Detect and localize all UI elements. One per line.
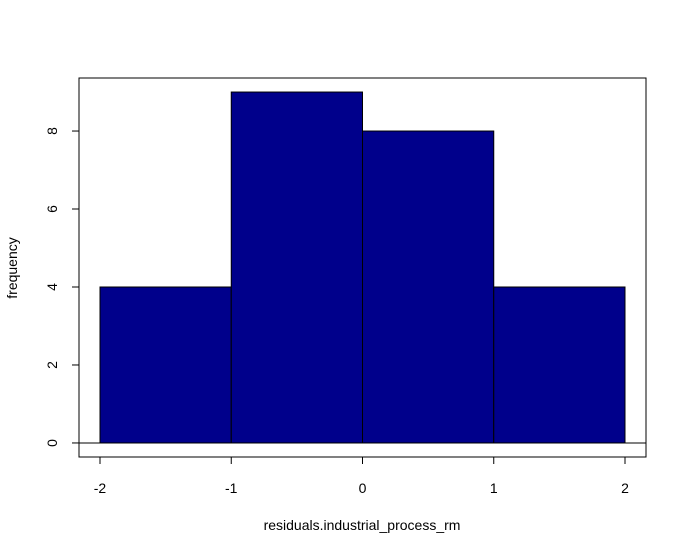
x-tick-label: 1 (490, 480, 498, 496)
histogram-bar (99, 286, 232, 444)
x-axis-title: residuals.industrial_process_rm (264, 517, 461, 533)
x-axis: -2 -1 0 1 2 (94, 456, 629, 496)
y-tick-label: 8 (44, 127, 60, 135)
y-tick-label: 4 (44, 283, 60, 291)
y-tick-label: 2 (44, 361, 60, 369)
x-tick-label: 2 (621, 480, 629, 496)
histogram-bar (493, 286, 626, 444)
y-tick-label: 6 (44, 205, 60, 213)
x-tick-label: -1 (225, 480, 238, 496)
y-axis: 0 2 4 6 8 (44, 127, 80, 447)
x-tick-label: 0 (359, 480, 367, 496)
y-axis-title: frequency (4, 237, 20, 298)
x-tick-label: -2 (94, 480, 107, 496)
histogram-bar (362, 130, 495, 444)
histogram-bar (230, 91, 363, 444)
y-tick-label: 0 (44, 439, 60, 447)
bars-group (99, 91, 626, 444)
